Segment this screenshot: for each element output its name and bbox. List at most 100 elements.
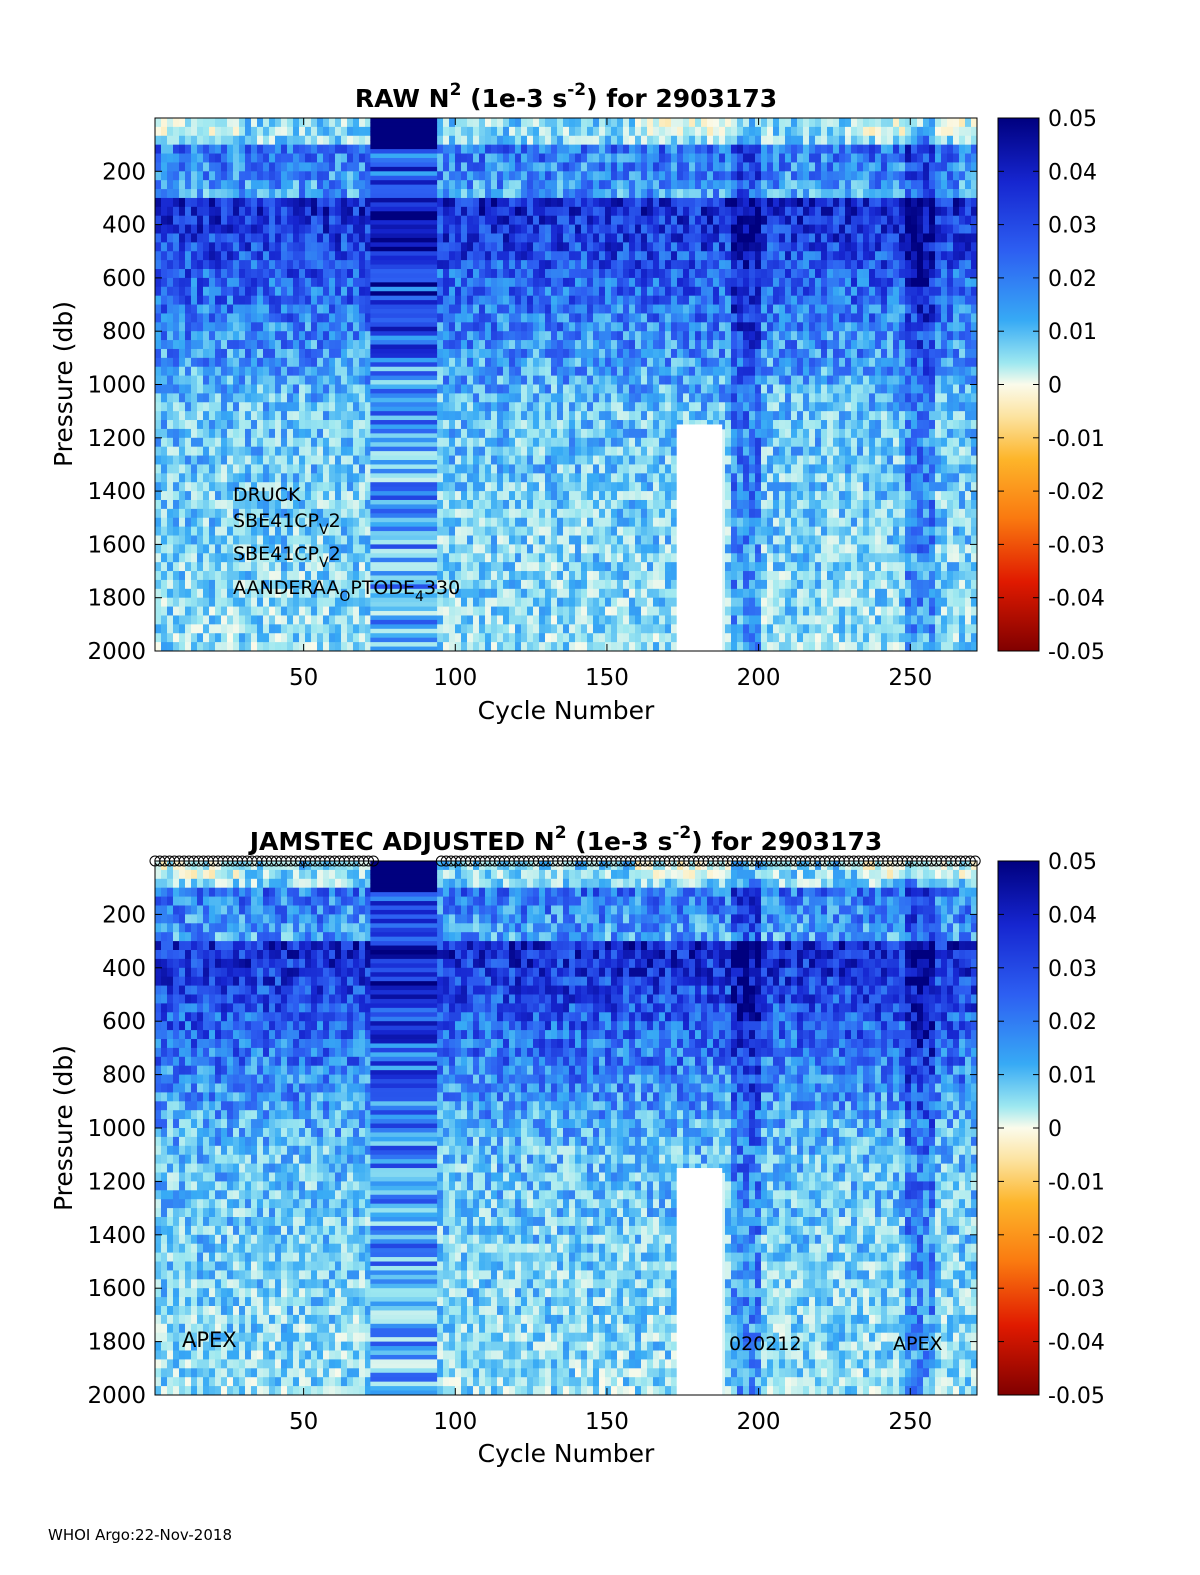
heatmap-cell: [473, 304, 480, 314]
heatmap-cell: [197, 375, 204, 385]
heatmap-cell: [293, 393, 300, 403]
heatmap-cell: [299, 366, 306, 377]
heatmap-cell: [179, 588, 186, 599]
heatmap-cell: [323, 375, 330, 385]
heatmap-cell: [509, 313, 516, 323]
heatmap-cell: [161, 260, 168, 270]
heatmap-cell: [233, 269, 240, 279]
heatmap-cell: [209, 428, 216, 439]
heatmap-cell: [599, 126, 606, 137]
heatmap-cell: [503, 473, 510, 483]
heatmap-cell: [539, 171, 546, 181]
heatmap-cell: [185, 420, 192, 430]
heatmap-cell: [437, 295, 444, 305]
heatmap-cell: [599, 393, 606, 403]
heatmap-cell: [629, 517, 636, 528]
heatmap-cell: [605, 171, 612, 181]
heatmap-cell: [479, 304, 486, 314]
heatmap-cell: [461, 544, 468, 554]
heatmap-cell: [311, 206, 318, 217]
heatmap-cell: [239, 402, 246, 412]
heatmap-cell: [365, 340, 372, 350]
heatmap-cell: [197, 153, 204, 163]
heatmap-cell: [563, 269, 570, 279]
heatmap-cell: [527, 402, 534, 412]
heatmap-cell: [347, 535, 354, 545]
heatmap-cell: [593, 224, 600, 234]
heatmap-cell: [353, 508, 360, 519]
heatmap-cell: [539, 642, 546, 652]
heatmap-cell: [317, 491, 324, 501]
heatmap-cell: [563, 162, 570, 172]
heatmap-cell: [533, 162, 540, 172]
heatmap-cell: [203, 624, 210, 634]
heatmap-cell: [275, 304, 282, 314]
heatmap-cell: [497, 553, 504, 563]
heatmap-cell: [545, 171, 552, 181]
heatmap-cell: [191, 135, 198, 146]
heatmap-cell: [179, 526, 186, 536]
heatmap-cell: [239, 126, 246, 137]
heatmap-cell: [281, 162, 288, 172]
heatmap-cell: [485, 233, 492, 243]
heatmap-cell: [533, 633, 540, 643]
heatmap-cell: [455, 260, 462, 270]
heatmap-cell: [329, 473, 336, 483]
heatmap-cell: [167, 411, 174, 421]
heatmap-cell: [617, 482, 624, 492]
heatmap-cell: [485, 499, 492, 510]
heatmap-cell: [545, 437, 552, 448]
heatmap-cell: [629, 642, 636, 652]
heatmap-cell: [551, 633, 558, 643]
heatmap-cell: [635, 615, 642, 625]
heatmap-cell: [287, 624, 294, 634]
heatmap-cell: [605, 526, 612, 536]
heatmap-cell: [527, 322, 534, 332]
heatmap-cell: [257, 242, 264, 252]
heatmap-cell: [269, 588, 276, 599]
heatmap-cell: [185, 553, 192, 563]
heatmap-cell: [335, 606, 342, 616]
heatmap-cell: [155, 206, 162, 217]
heatmap-cell: [575, 251, 582, 261]
heatmap-cell: [299, 224, 306, 234]
heatmap-cell: [311, 242, 318, 252]
heatmap-cell: [359, 606, 366, 616]
heatmap-cell: [281, 251, 288, 261]
heatmap-cell: [467, 553, 474, 563]
heatmap-cell: [305, 269, 312, 279]
heatmap-cell: [467, 366, 474, 377]
heatmap-cell: [533, 597, 540, 607]
heatmap-cell: [623, 171, 630, 181]
heatmap-cell: [329, 544, 336, 554]
heatmap-cell: [533, 642, 540, 652]
heatmap-cell: [455, 464, 462, 474]
heatmap-cell: [203, 633, 210, 643]
heatmap-cell: [311, 517, 318, 528]
heatmap-cell: [521, 642, 528, 652]
heatmap-cell: [635, 269, 642, 279]
heatmap-cell: [233, 633, 240, 643]
heatmap-cell: [323, 366, 330, 377]
heatmap-cell: [167, 624, 174, 634]
heatmap-cell: [305, 215, 312, 225]
heatmap-cell: [323, 437, 330, 448]
heatmap-cell: [575, 553, 582, 563]
heatmap-cell: [353, 579, 360, 590]
heatmap-cell: [485, 411, 492, 421]
heatmap-cell: [215, 126, 222, 137]
heatmap-cell: [587, 473, 594, 483]
heatmap-cell: [173, 233, 180, 243]
heatmap-cell: [647, 615, 654, 625]
heatmap-cell: [611, 242, 618, 252]
heatmap-cell: [497, 437, 504, 448]
heatmap-cell: [209, 180, 216, 190]
heatmap-cell: [545, 313, 552, 323]
heatmap-cell: [335, 535, 342, 545]
heatmap-cell: [521, 455, 528, 465]
heatmap-cell: [305, 366, 312, 377]
heatmap-cell: [539, 260, 546, 270]
heatmap-cell: [353, 606, 360, 616]
heatmap-cell: [527, 437, 534, 448]
heatmap-cell: [173, 375, 180, 385]
